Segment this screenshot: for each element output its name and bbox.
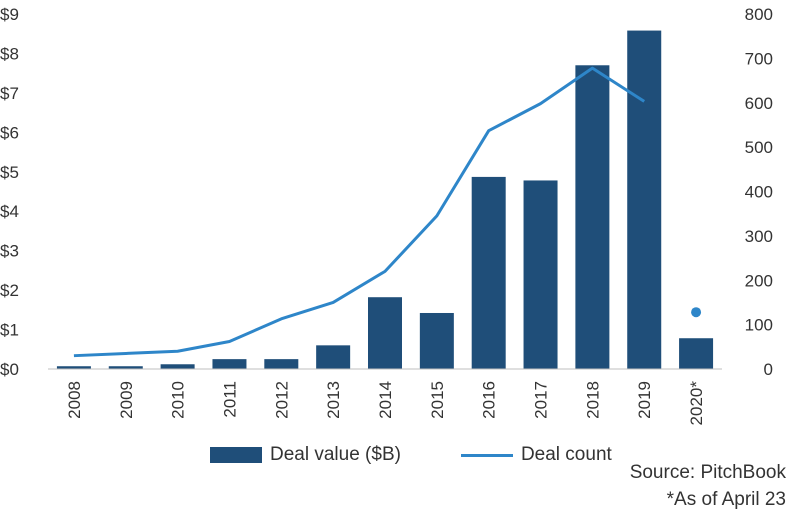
y-right-tick-label: 200 <box>745 271 773 290</box>
x-tick-label: 2015 <box>428 381 447 419</box>
x-tick-label: 2008 <box>65 381 84 419</box>
y-left-tick-label: $8 <box>0 44 19 63</box>
legend-item-deal-value: Deal value ($B) <box>210 444 401 466</box>
chart-plot: $0 $1 $2 $3 $4 $5 $6 $7 $8 $9 0 100 200 300 400 500 600 7… <box>0 5 773 426</box>
y-right-tick-label: 500 <box>745 138 773 157</box>
bar-2016 <box>471 176 506 369</box>
legend-label-deal-count: Deal count <box>520 444 612 465</box>
x-tick-label: 2012 <box>272 381 291 419</box>
y-right-tick-label: 800 <box>745 5 773 24</box>
bar-2013 <box>316 345 351 369</box>
bar-2015 <box>419 312 454 369</box>
deal-count-point-2020 <box>691 307 702 318</box>
y-right-tick-label: 300 <box>745 227 773 246</box>
legend-item-deal-count: Deal count <box>460 444 612 466</box>
as-of-note: *As of April 23 <box>666 489 786 510</box>
bar-2011 <box>212 359 247 369</box>
y-right-tick-label: 400 <box>745 183 773 202</box>
x-tick-label: 2018 <box>583 381 602 419</box>
bar-2014 <box>368 297 402 369</box>
bar-2020 <box>679 338 714 369</box>
x-tick-label: 2019 <box>635 381 654 419</box>
legend: Deal value ($B) Deal count <box>210 444 612 466</box>
y-left-tick-label: $3 <box>0 242 19 261</box>
y-right-tick-label: 0 <box>764 360 773 379</box>
x-tick-label: 2010 <box>169 381 188 419</box>
legend-swatch-line <box>460 453 513 457</box>
y-left-tick-label: $4 <box>0 202 19 221</box>
y-left-tick-label: $1 <box>0 321 19 340</box>
bar-2017 <box>523 180 558 369</box>
legend-swatch-bar <box>210 447 262 463</box>
bar-2018 <box>575 65 610 370</box>
y-left-tick-label: $6 <box>0 123 19 142</box>
bar-2019 <box>627 30 662 370</box>
y-left-tick-label: $2 <box>0 281 19 300</box>
x-tick-label: 2011 <box>220 381 239 418</box>
y-left-tick-label: $0 <box>0 360 19 379</box>
x-tick-label: 2016 <box>480 381 499 419</box>
x-tick-label: 2017 <box>532 381 551 419</box>
source-note: Source: PitchBook <box>629 462 786 483</box>
x-tick-label: 2020* <box>687 381 706 426</box>
y-left-tick-label: $5 <box>0 163 19 182</box>
legend-label-deal-value: Deal value ($B) <box>270 444 401 465</box>
y-left-tick-label: $7 <box>0 84 19 103</box>
y-left-tick-label: $9 <box>0 5 19 24</box>
bar-2008 <box>56 366 91 369</box>
y-right-tick-label: 100 <box>745 316 773 335</box>
bar-2010 <box>160 364 195 369</box>
deal-count-line <box>73 66 646 358</box>
x-tick-label: 2014 <box>376 381 395 419</box>
bar-2009 <box>108 366 143 369</box>
y-right-tick-label: 600 <box>745 94 773 113</box>
x-tick-label: 2013 <box>324 381 343 419</box>
x-tick-label: 2009 <box>117 381 136 419</box>
y-right-tick-label: 700 <box>745 49 773 68</box>
bar-2012 <box>264 359 299 369</box>
